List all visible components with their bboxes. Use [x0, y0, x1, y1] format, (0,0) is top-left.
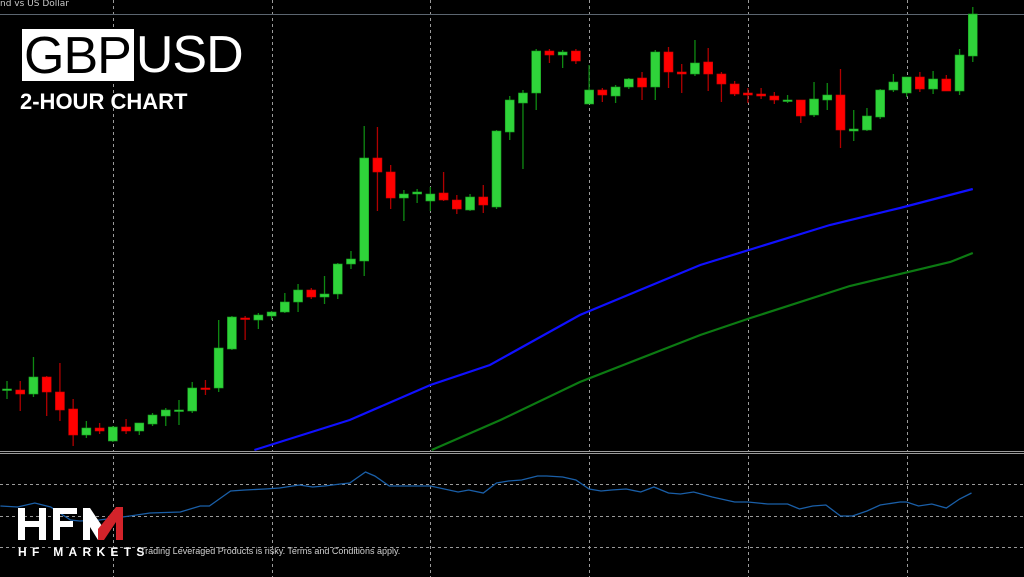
- symbol-description: nd vs US Dollar: [0, 0, 69, 9]
- candle-bullish: [425, 193, 436, 202]
- candle-bearish: [372, 157, 383, 173]
- candle-bullish: [293, 289, 303, 303]
- candle-bullish: [346, 258, 356, 265]
- hfm-logo-icon: [18, 507, 123, 540]
- candle-bullish: [584, 89, 594, 105]
- panel-separator-gap: [0, 452, 1024, 453]
- candle-bullish: [359, 157, 370, 262]
- candle-bullish: [187, 387, 198, 412]
- candle-bearish: [743, 92, 753, 96]
- moving-average-fast: [254, 187, 974, 452]
- candle-bullish: [875, 89, 885, 118]
- title-base-currency: GBP: [22, 29, 134, 83]
- candle-bullish: [504, 99, 515, 133]
- candle-bearish: [756, 93, 766, 97]
- candle-bearish: [716, 73, 727, 85]
- candle-bullish: [888, 81, 899, 91]
- candle-bearish: [915, 76, 925, 90]
- candle-bullish: [954, 54, 965, 92]
- candle-bullish: [2, 388, 12, 391]
- candle-bullish: [399, 193, 409, 199]
- candle-bearish: [385, 171, 396, 199]
- candle-bullish: [213, 347, 224, 389]
- candle-bullish: [822, 94, 833, 101]
- candle-bullish: [848, 128, 859, 132]
- candle-bearish: [438, 192, 449, 201]
- indicator-line: [0, 471, 972, 522]
- candle-bearish: [795, 99, 806, 117]
- candle-bullish: [81, 427, 92, 436]
- candle-bullish: [227, 316, 237, 350]
- candle-bullish: [28, 376, 39, 395]
- candle-bullish: [465, 196, 475, 211]
- candle-bearish: [729, 83, 740, 95]
- candle-bullish: [266, 311, 277, 317]
- candle-bullish: [147, 414, 158, 425]
- candle-bullish: [862, 115, 872, 131]
- candle-bullish: [412, 191, 422, 195]
- candle-bearish: [121, 426, 131, 432]
- candle-bullish: [901, 76, 912, 94]
- candle-bullish: [280, 301, 290, 313]
- candle-bearish: [835, 94, 846, 131]
- candle-bullish: [782, 99, 793, 102]
- candle-bearish: [571, 50, 581, 62]
- candle-bearish: [200, 387, 211, 390]
- candle-bullish: [557, 51, 568, 56]
- candle-bearish: [597, 89, 608, 96]
- candle-bearish: [15, 389, 26, 395]
- moving-average-slow: [431, 251, 974, 452]
- candle-bearish: [663, 51, 674, 73]
- candle-bearish: [703, 61, 713, 75]
- logo-subtitle: HF MARKETS: [18, 545, 150, 559]
- title-quote-currency: USD: [135, 26, 244, 84]
- candle-bullish: [108, 426, 118, 442]
- risk-disclaimer: Trading Leveraged Products is risky. Ter…: [140, 546, 401, 556]
- candle-bullish: [809, 98, 819, 116]
- candle-bearish: [676, 71, 687, 75]
- candle-bearish: [544, 50, 555, 56]
- candle-bullish: [531, 50, 542, 94]
- candle-bearish: [769, 95, 780, 101]
- candle-bearish: [68, 408, 78, 436]
- candle-bullish: [332, 263, 343, 295]
- candle-bearish: [94, 427, 105, 432]
- candle-bullish: [928, 78, 938, 90]
- candle-bearish: [240, 317, 250, 320]
- candle-bullish: [319, 293, 330, 298]
- candle-bullish: [160, 409, 171, 417]
- candle-bearish: [41, 376, 52, 393]
- candle-bearish: [55, 391, 65, 411]
- candle-bearish: [637, 77, 647, 88]
- candle-bullish: [518, 92, 528, 104]
- candle-bullish: [690, 62, 700, 75]
- chart-title: GBP USD: [22, 26, 244, 84]
- chart-subtitle: 2-HOUR CHART: [20, 89, 188, 114]
- candle-bullish: [650, 51, 661, 88]
- candle-bullish: [253, 314, 264, 321]
- candle-bullish: [174, 409, 184, 412]
- candle-bullish: [134, 422, 145, 432]
- candle-bullish: [967, 13, 978, 57]
- candle-bearish: [306, 289, 317, 298]
- candle-bullish: [624, 78, 634, 88]
- candle-bearish: [452, 199, 462, 210]
- candle-bearish: [478, 196, 489, 206]
- candle-bearish: [941, 78, 952, 92]
- candle-bullish: [610, 86, 621, 97]
- candle-bullish: [491, 130, 502, 208]
